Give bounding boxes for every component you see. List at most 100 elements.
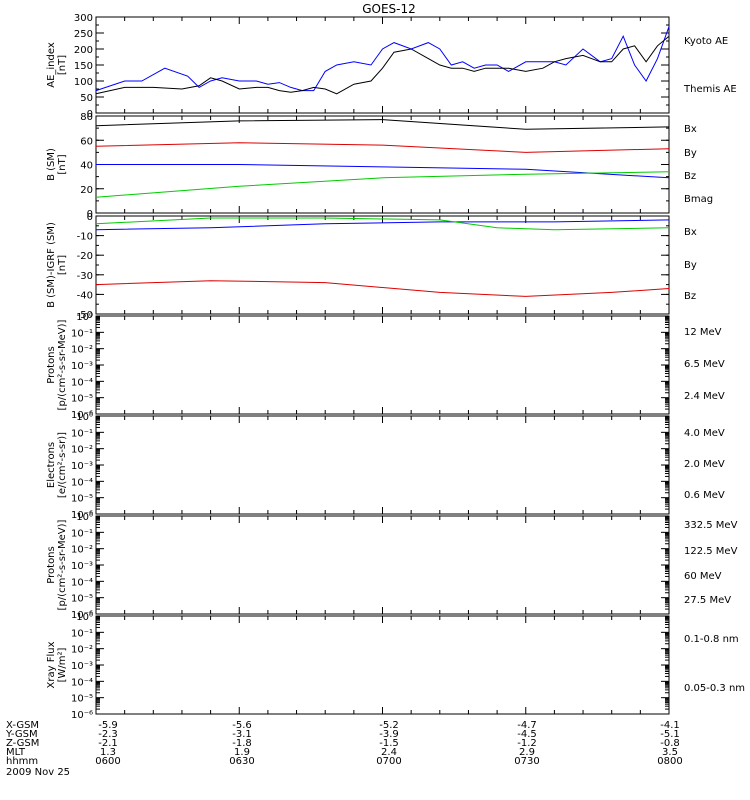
y-tick-label: 100 (74, 77, 93, 88)
series-line-themis-ae (95, 35, 670, 95)
y-tick-label: 150 (74, 61, 93, 72)
x-row-label: Y-GSM (5, 729, 38, 740)
legend-label: 60 MeV (684, 571, 722, 582)
y-tick-label: 10⁻² (71, 645, 93, 656)
x-row-value: -3.9 (379, 729, 399, 740)
panel-5: 10⁰ 10⁻¹ 10⁻² 10⁻³ 10⁻⁴ 10⁻⁵ 10⁻⁶ Electrons [e/(… (46, 412, 725, 521)
y-tick-label: 10⁻⁴ (71, 477, 93, 488)
y-tick-label: 10⁰ (76, 512, 93, 523)
legend-label: Bx (684, 124, 697, 135)
x-row-value: -3.1 (232, 729, 252, 740)
legend-label: Bmag (684, 194, 713, 205)
x-row-label: hhmm (6, 756, 38, 767)
y-axis-label: [p/(cm²-s-sr-MeV)] (57, 319, 68, 410)
series-line-bmag (95, 119, 670, 130)
y-axis-label: Protons (46, 346, 57, 383)
y-tick-label: 10⁻⁴ (71, 677, 93, 688)
series-line-bx (95, 219, 670, 231)
series-line-bz (95, 280, 670, 297)
y-axis-label: [nT] (57, 55, 68, 75)
y-tick-label: 10⁻³ (71, 561, 93, 572)
y-axis-label: Protons (46, 546, 57, 583)
x-row-value: -4.7 (517, 720, 537, 731)
y-tick-label: 10⁻² (71, 545, 93, 556)
y-tick-label: 10⁻⁶ (71, 710, 93, 721)
panel-frame (95, 16, 670, 114)
series-line-by (95, 171, 670, 198)
y-axis-label: Xray Flux (46, 641, 57, 688)
y-tick-label: -30 (77, 271, 93, 282)
legend-label: 27.5 MeV (684, 595, 731, 606)
y-tick-label: 10⁻⁵ (71, 694, 93, 705)
y-axis-label: [p/(cm²-s-sr-MeV)] (57, 519, 68, 610)
legend-label: 0.6 MeV (684, 490, 725, 501)
x-row-value: -5.1 (660, 729, 680, 740)
x-row-value: 2.4 (381, 747, 397, 758)
x-row-value: 3.5 (662, 747, 678, 758)
legend-label: 6.5 MeV (684, 359, 725, 370)
legend-label: By (684, 260, 697, 271)
legend-label: 12 MeV (684, 327, 722, 338)
y-tick-label: 250 (74, 29, 93, 40)
legend-label: 2.4 MeV (684, 391, 725, 402)
panel-1: 0 50 100 150 200 250 300 AE_index [nT] Kyoto AE Th… (46, 13, 737, 120)
x-row-value: -1.5 (379, 738, 399, 749)
x-row-value: 0630 (229, 756, 254, 767)
legend-label: Themis AE (683, 84, 737, 95)
y-tick-label: -10 (77, 232, 93, 243)
x-row-value: 0800 (657, 756, 682, 767)
y-axis-label: [W/m²] (57, 647, 68, 682)
y-axis-label: B (SM) (46, 148, 57, 181)
x-row-value: 1.3 (100, 747, 116, 758)
series-line-kyoto-ae (95, 26, 670, 92)
x-row-value: -2.1 (98, 738, 118, 749)
x-row-label: X-GSM (6, 720, 39, 731)
y-tick-label: 0 (87, 209, 93, 220)
y-axis-label: [nT] (57, 255, 68, 275)
y-tick-label: 10⁻⁵ (71, 394, 93, 405)
legend-label: 4.0 MeV (684, 428, 725, 439)
x-row-label: Z-GSM (6, 738, 39, 749)
y-tick-label: 300 (74, 13, 93, 24)
panel-3: 0 -10 -20 -30 -40 -50 B (SM)-IGRF (SM) [nT] Bx By… (46, 212, 697, 321)
x-row-value: -4.5 (517, 729, 537, 740)
y-tick-label: 0 (87, 109, 93, 120)
y-tick-label: -50 (77, 310, 93, 321)
legend-label: 122.5 MeV (684, 546, 738, 557)
panel-frame (95, 315, 670, 415)
y-tick-label: 10⁻¹ (71, 628, 93, 639)
legend-label: 0.05-0.3 nm (684, 683, 745, 694)
y-tick-label: 10⁻³ (71, 461, 93, 472)
x-row-value: -5.2 (379, 720, 399, 731)
y-tick-label: -40 (77, 290, 93, 301)
y-tick-label: 10⁻⁴ (71, 577, 93, 588)
x-row-value: -5.9 (98, 720, 118, 731)
y-axis-label: Electrons (46, 442, 57, 488)
panel-7: 10⁰ 10⁻¹ 10⁻² 10⁻³ 10⁻⁴ 10⁻⁵ 10⁻⁶ Xray Flux [W/m… (46, 612, 745, 721)
panel-4: 10⁰ 10⁻¹ 10⁻² 10⁻³ 10⁻⁴ 10⁻⁵ 10⁻⁶ Protons [p/(cm… (46, 312, 725, 421)
legend-label: Bx (684, 227, 697, 238)
panel-6: 10⁰ 10⁻¹ 10⁻² 10⁻³ 10⁻⁴ 10⁻⁵ 10⁻⁶ Protons [p/(cm… (46, 512, 738, 621)
date-label: 2009 Nov 25 (6, 767, 70, 778)
x-row-value: -1.8 (232, 738, 252, 749)
x-row-value: -4.1 (660, 720, 680, 731)
y-tick-label: 10⁻¹ (71, 428, 93, 439)
y-tick-label: 50 (80, 93, 93, 104)
x-row-label: MLT (6, 747, 26, 758)
x-row-value: 0700 (376, 756, 401, 767)
series-line-by (95, 217, 670, 231)
y-tick-label: 10⁰ (76, 612, 93, 623)
y-tick-label: 10⁰ (76, 412, 93, 423)
y-tick-label: 60 (80, 136, 93, 147)
legend-label: 0.1-0.8 nm (684, 634, 739, 645)
panel-2: 0 20 40 60 80 B (SM) [nT] Bx By Bz Bmag (46, 112, 713, 220)
y-axis-label: AE_index (46, 42, 57, 88)
panel-frame (95, 215, 670, 315)
y-tick-label: 20 (80, 185, 93, 196)
y-tick-label: 10⁻³ (71, 661, 93, 672)
y-tick-label: 10⁻¹ (71, 328, 93, 339)
panel-frame (95, 415, 670, 515)
legend-label: Bz (684, 291, 696, 302)
legend-label: 2.0 MeV (684, 459, 725, 470)
